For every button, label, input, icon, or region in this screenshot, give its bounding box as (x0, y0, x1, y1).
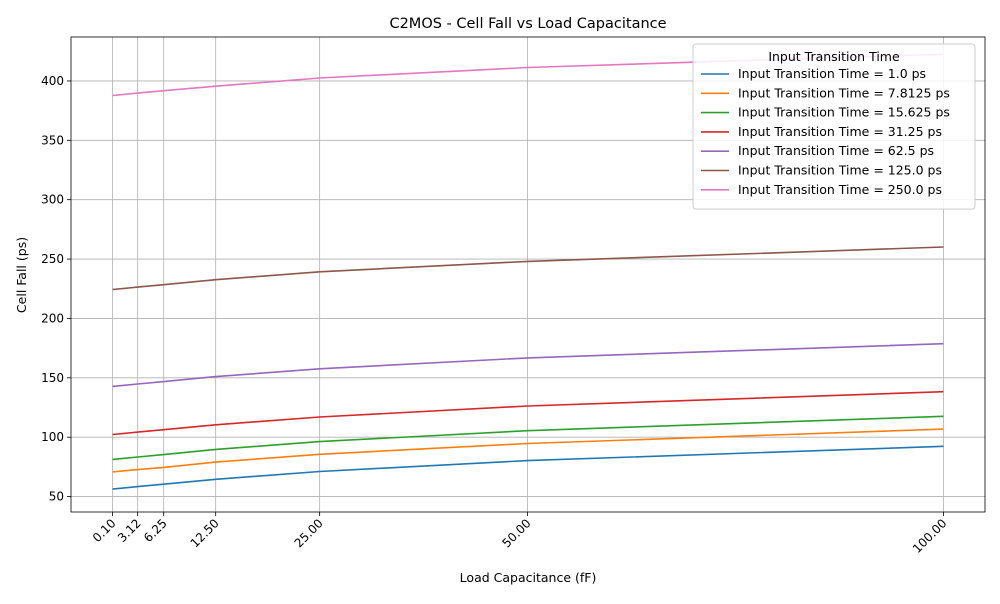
y-tick-label: 250 (41, 252, 64, 266)
series-line (112, 428, 944, 473)
legend-entry: Input Transition Time = 250.0 ps (738, 182, 942, 197)
series-line (112, 415, 944, 461)
chart-title: C2MOS - Cell Fall vs Load Capacitance (389, 16, 666, 32)
series-line (112, 445, 944, 490)
legend-entry: Input Transition Time = 7.8125 ps (738, 85, 950, 100)
y-tick-label: 50 (49, 490, 64, 504)
series-lines (112, 53, 944, 490)
y-tick-label: 350 (41, 133, 64, 147)
plot-area-frame (70, 36, 986, 513)
legend-entry: Input Transition Time = 31.25 ps (738, 124, 942, 139)
series-line (112, 342, 944, 388)
y-tick-label: 100 (41, 430, 64, 444)
y-tick-label: 150 (41, 371, 64, 385)
legend-title: Input Transition Time (768, 49, 900, 64)
y-tick-label: 200 (41, 311, 64, 325)
series-line (112, 53, 944, 97)
legend-box (692, 43, 976, 210)
y-axis-label: Cell Fall (ps) (14, 237, 29, 313)
y-tick-label: 300 (41, 193, 64, 207)
grid-lines (71, 37, 985, 512)
legend: Input Transition Time Input Transition Ti… (692, 43, 976, 210)
legend-entry: Input Transition Time = 62.5 ps (738, 143, 934, 158)
series-line (112, 246, 944, 291)
legend-entry: Input Transition Time = 15.625 ps (738, 105, 950, 120)
x-axis-label: Load Capacitance (fF) (460, 570, 597, 585)
legend-entry: Input Transition Time = 125.0 ps (738, 163, 942, 178)
legend-entry: Input Transition Time = 1.0 ps (738, 66, 926, 81)
y-tick-label: 400 (41, 74, 64, 88)
series-line (112, 390, 944, 436)
